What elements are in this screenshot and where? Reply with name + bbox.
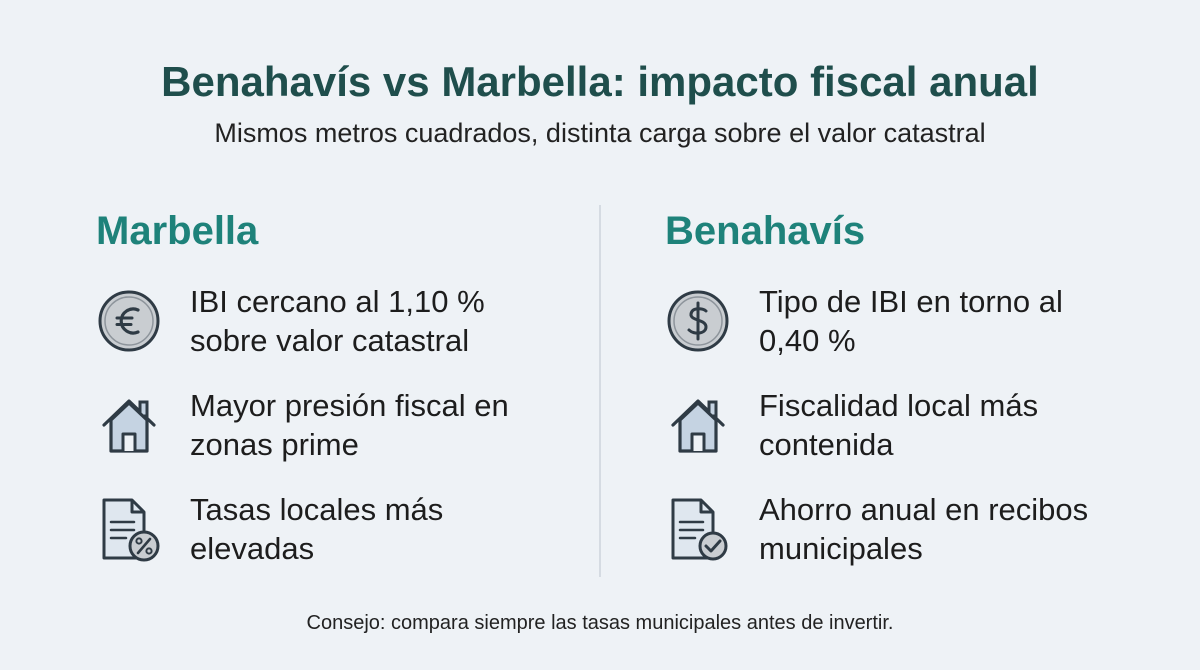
house-icon <box>665 392 731 458</box>
column-heading-marbella: Marbella <box>96 209 259 253</box>
column-marbella: Marbella IBI cercano al 1,10 % sobre val… <box>96 208 616 594</box>
euro-coin-icon <box>96 288 162 354</box>
document-percent-icon <box>96 496 162 562</box>
item-text: Fiscalidad local más contenida <box>759 388 1039 462</box>
item-text: IBI cercano al 1,10 % sobre valor catast… <box>190 284 485 358</box>
list-item: Tipo de IBI en torno al 0,40 % <box>665 282 1185 360</box>
item-text: Tipo de IBI en torno al 0,40 % <box>759 284 1063 358</box>
list-item: Fiscalidad local más contenida <box>665 386 1185 464</box>
column-divider <box>599 205 601 577</box>
item-text: Ahorro anual en recibos municipales <box>759 492 1089 566</box>
list-item: IBI cercano al 1,10 % sobre valor catast… <box>96 282 616 360</box>
item-text: Mayor presión fiscal en zonas prime <box>190 388 509 462</box>
list-item: Ahorro anual en recibos municipales <box>665 490 1185 568</box>
house-icon <box>96 392 162 458</box>
item-text: Tasas locales más elevadas <box>190 492 444 566</box>
page-subtitle: Mismos metros cuadrados, distinta carga … <box>214 118 986 148</box>
document-check-icon <box>665 496 731 562</box>
column-heading-benahavis: Benahavís <box>665 209 866 253</box>
page-title: Benahavís vs Marbella: impacto fiscal an… <box>161 58 1039 105</box>
list-item: Mayor presión fiscal en zonas prime <box>96 386 616 464</box>
list-item: Tasas locales más elevadas <box>96 490 616 568</box>
footer-tip: Consejo: compara siempre las tasas munic… <box>306 612 894 634</box>
dollar-coin-icon <box>665 288 731 354</box>
column-benahavis: Benahavís Tipo de IBI en torno al 0,40 %… <box>665 208 1185 594</box>
